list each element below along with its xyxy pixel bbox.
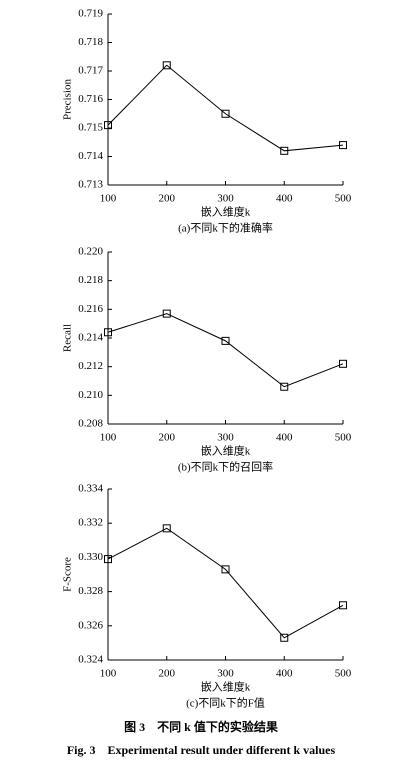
- y-tick-label: 0.214: [78, 332, 103, 344]
- x-tick-label: 500: [335, 193, 352, 205]
- marker: [280, 633, 289, 642]
- chart-caption: (c)不同k下的F值: [186, 696, 265, 710]
- x-tick-label: 500: [335, 432, 352, 444]
- x-axis-label: 嵌入维度k: [201, 444, 251, 458]
- y-tick-label: 0.328: [78, 585, 103, 597]
- y-tick-label: 0.218: [78, 274, 103, 286]
- y-tick-label: 0.210: [78, 389, 103, 401]
- x-tick-label: 200: [159, 668, 176, 680]
- x-tick-label: 400: [276, 432, 293, 444]
- x-tick-label: 100: [100, 193, 117, 205]
- marker: [280, 382, 289, 391]
- line: [107, 64, 344, 152]
- marker: [104, 121, 112, 130]
- marker: [162, 524, 171, 533]
- x-axis-label: 嵌入维度k: [201, 205, 251, 219]
- y-tick-label: 0.220: [78, 246, 103, 258]
- figure-caption-en: Fig. 3 Experimental result under differe…: [67, 743, 336, 757]
- y-tick-label: 0.715: [78, 122, 103, 134]
- chart-caption: (a)不同k下的准确率: [178, 221, 273, 235]
- x-tick-label: 400: [276, 193, 293, 205]
- y-tick-label: 0.216: [78, 303, 103, 315]
- x-axis-label: 嵌入维度k: [201, 680, 251, 694]
- marker: [162, 309, 171, 318]
- line: [107, 313, 344, 388]
- y-tick-label: 0.714: [78, 150, 103, 162]
- x-tick-label: 200: [159, 193, 176, 205]
- y-tick-label: 0.334: [78, 483, 103, 495]
- y-tick-label: 0.212: [78, 360, 103, 372]
- marker: [339, 359, 347, 368]
- y-tick-label: 0.718: [78, 36, 103, 48]
- y-axis-label: F-Score: [62, 557, 74, 592]
- x-tick-label: 400: [276, 668, 293, 680]
- y-tick-label: 0.208: [78, 418, 103, 430]
- y-tick-label: 0.326: [78, 619, 103, 631]
- x-tick-label: 300: [217, 668, 234, 680]
- y-axis-label: Precision: [62, 79, 74, 120]
- marker: [104, 328, 112, 337]
- x-tick-label: 500: [335, 668, 352, 680]
- x-tick-label: 200: [159, 432, 176, 444]
- y-tick-label: 0.713: [78, 179, 103, 191]
- y-tick-label: 0.716: [78, 93, 103, 105]
- y-tick-label: 0.330: [78, 551, 103, 563]
- marker: [221, 336, 230, 345]
- x-tick-label: 100: [100, 668, 117, 680]
- marker: [221, 565, 230, 574]
- marker: [339, 601, 347, 610]
- y-tick-label: 0.324: [78, 654, 103, 666]
- marker: [221, 109, 230, 118]
- chart-caption: (b)不同k下的召回率: [178, 460, 273, 474]
- line: [107, 527, 344, 639]
- marker: [339, 141, 347, 150]
- marker: [162, 61, 171, 70]
- figure-caption-zh: 图 3 不同 k 值下的实验结果: [124, 719, 278, 734]
- marker: [280, 146, 289, 155]
- x-tick-label: 100: [100, 432, 117, 444]
- y-tick-label: 0.719: [78, 8, 103, 20]
- y-tick-label: 0.717: [78, 65, 103, 77]
- x-tick-label: 300: [217, 432, 234, 444]
- y-tick-label: 0.332: [78, 517, 103, 529]
- y-axis-label: Recall: [62, 324, 74, 352]
- marker: [104, 555, 112, 564]
- x-tick-label: 300: [217, 193, 234, 205]
